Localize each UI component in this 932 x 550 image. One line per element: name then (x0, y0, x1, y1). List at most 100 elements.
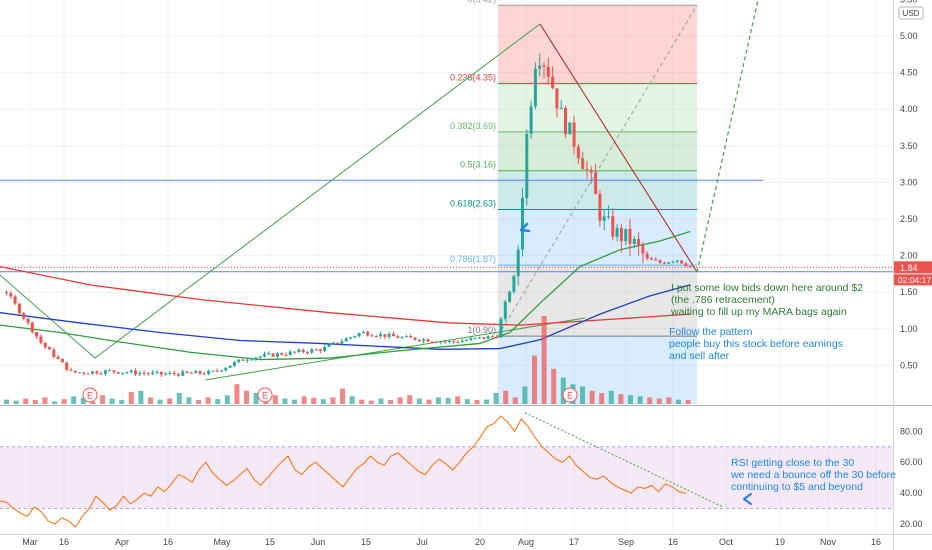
volume-bar (474, 400, 480, 404)
annotation-low-bids[interactable]: I put some low bids down here around $2 … (671, 282, 864, 318)
candle-body (35, 332, 39, 337)
time-tick-label: 15 (361, 537, 371, 547)
fib-zone (498, 83, 697, 132)
volume-bar (234, 384, 240, 404)
volume-bar (637, 396, 643, 404)
volume-bar (80, 397, 86, 404)
trendline-red[interactable] (539, 23, 698, 273)
candle-body (521, 197, 524, 250)
moving-average-line[interactable] (0, 284, 691, 350)
candle-body (121, 372, 125, 374)
candle-body (611, 216, 615, 237)
moving-average-line[interactable] (0, 265, 691, 326)
candle-body (495, 336, 499, 338)
candle-body (542, 65, 546, 67)
time-tick-label: Oct (719, 537, 734, 547)
earnings-marker[interactable]: E (257, 387, 273, 403)
fib-zone (498, 5, 697, 84)
rsi-tick-label: 20.00 (900, 519, 923, 529)
candle-body (211, 370, 215, 372)
rsi-axis[interactable]: 20.00 40.00 60.00 80.00 (900, 426, 923, 529)
volume-bar (167, 398, 173, 404)
candle-body (551, 76, 555, 89)
rsi-tick-label: 80.00 (900, 426, 923, 436)
volume-bar (52, 401, 57, 404)
candle-body (86, 373, 90, 375)
volume-bar (407, 395, 413, 404)
candle-body (478, 337, 481, 339)
fib-level-label: 0(5.42) (467, 0, 496, 4)
price-tick-label: 3.00 (900, 177, 918, 187)
volume-bar (340, 388, 345, 404)
annotation-rsi[interactable]: RSI getting close to the 30 we need a bo… (731, 457, 897, 493)
candle-body (680, 260, 684, 264)
earnings-marker-circle[interactable] (257, 387, 273, 403)
candle-body (323, 346, 327, 351)
candle-body (198, 371, 202, 374)
price-tick-label: 4.50 (900, 68, 918, 78)
price-tick-label: 0.50 (900, 360, 918, 370)
candle-body (508, 291, 512, 302)
fibonacci-retracement[interactable]: 0(5.42) 0.236(4.35) 0.382(3.69) 0.5(3.16) 0.… (450, 0, 698, 404)
candle-body (95, 371, 99, 374)
volume-bars (4, 316, 691, 404)
volume-bar (330, 397, 336, 404)
candle-body (572, 122, 576, 147)
volume-bar (359, 399, 365, 404)
trendline-support[interactable] (204, 317, 586, 381)
earnings-marker[interactable]: E (562, 387, 578, 403)
fib-zone (498, 336, 697, 404)
candle-body (168, 372, 172, 374)
currency-label: USD (903, 9, 920, 18)
volume-bar (244, 390, 249, 404)
annotation-earnings-pattern[interactable]: Follow the pattern people buy this stock… (669, 326, 843, 362)
candle-body (327, 344, 331, 347)
candle-body (207, 371, 211, 375)
candle-body (400, 337, 404, 339)
candle-body (30, 322, 34, 333)
time-axis[interactable]: Mar 16 Apr 16 May 15 Jun 15 Jul 20 Aug 17 Sep 16 Oct 19… (22, 537, 881, 547)
volume-bar (445, 397, 451, 404)
candle-body (533, 68, 537, 107)
candle-body (125, 372, 129, 374)
earnings-marker-circle[interactable] (82, 387, 98, 403)
volume-bar (388, 400, 393, 404)
fib-zone (498, 170, 697, 210)
candle-body (503, 301, 507, 319)
candle-body (624, 228, 628, 242)
countdown-label: 02:04:17 (898, 275, 931, 285)
rsi-tick-label: 60.00 (900, 457, 923, 467)
earnings-marker[interactable]: E (82, 387, 98, 403)
candle-body (108, 370, 112, 372)
candle-body (568, 122, 572, 135)
candle-body (529, 106, 533, 134)
price-axis[interactable]: 0.50 1.00 1.50 2.00 2.50 3.00 3.50 4.00 4.50 5.00… (894, 0, 932, 370)
fib-level-label: 1(0.90) (467, 325, 496, 335)
earnings-marker-circle[interactable] (562, 387, 578, 403)
time-tick-label: 16 (871, 537, 881, 547)
candle-body (353, 336, 357, 338)
candle-body (318, 349, 322, 351)
volume-bar (215, 399, 221, 404)
currency-tag[interactable] (898, 6, 924, 20)
rsi-line[interactable] (0, 415, 687, 528)
candle-body (284, 354, 288, 356)
candle-body (409, 336, 413, 338)
volume-bar (580, 386, 585, 404)
rsi-trendline[interactable] (524, 412, 724, 508)
volume-bar (4, 399, 9, 404)
candle-body (482, 337, 486, 339)
candle-body (435, 341, 438, 343)
volume-bar (23, 398, 29, 404)
candle-body (60, 358, 64, 363)
candle-body (525, 133, 529, 198)
candle-body (671, 261, 675, 263)
drawings[interactable] (0, 0, 759, 381)
moving-average-line[interactable] (0, 230, 691, 361)
candle-body (5, 292, 8, 294)
projection-line[interactable] (696, 0, 759, 273)
candle-body (512, 276, 516, 292)
trendline-green[interactable] (0, 23, 541, 359)
volume-bar (608, 390, 614, 404)
